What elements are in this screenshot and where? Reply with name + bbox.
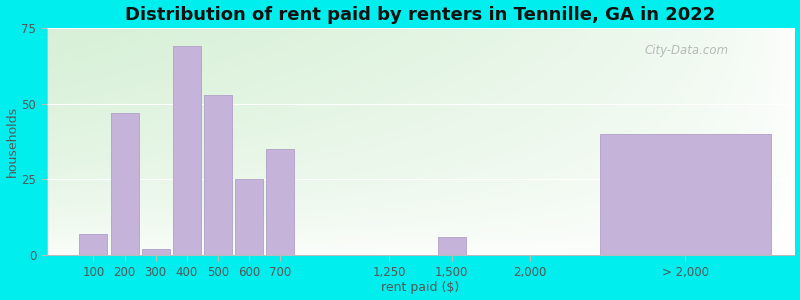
Text: City-Data.com: City-Data.com: [645, 44, 729, 57]
Bar: [600, 134, 771, 255]
Bar: [438, 237, 466, 255]
Bar: [204, 94, 232, 255]
Bar: [266, 149, 294, 255]
Bar: [173, 46, 201, 255]
Bar: [142, 249, 170, 255]
Y-axis label: households: households: [6, 106, 18, 177]
Bar: [235, 179, 263, 255]
Bar: [79, 234, 107, 255]
Bar: [110, 113, 138, 255]
X-axis label: rent paid ($): rent paid ($): [382, 281, 460, 294]
Title: Distribution of rent paid by renters in Tennille, GA in 2022: Distribution of rent paid by renters in …: [126, 6, 716, 24]
